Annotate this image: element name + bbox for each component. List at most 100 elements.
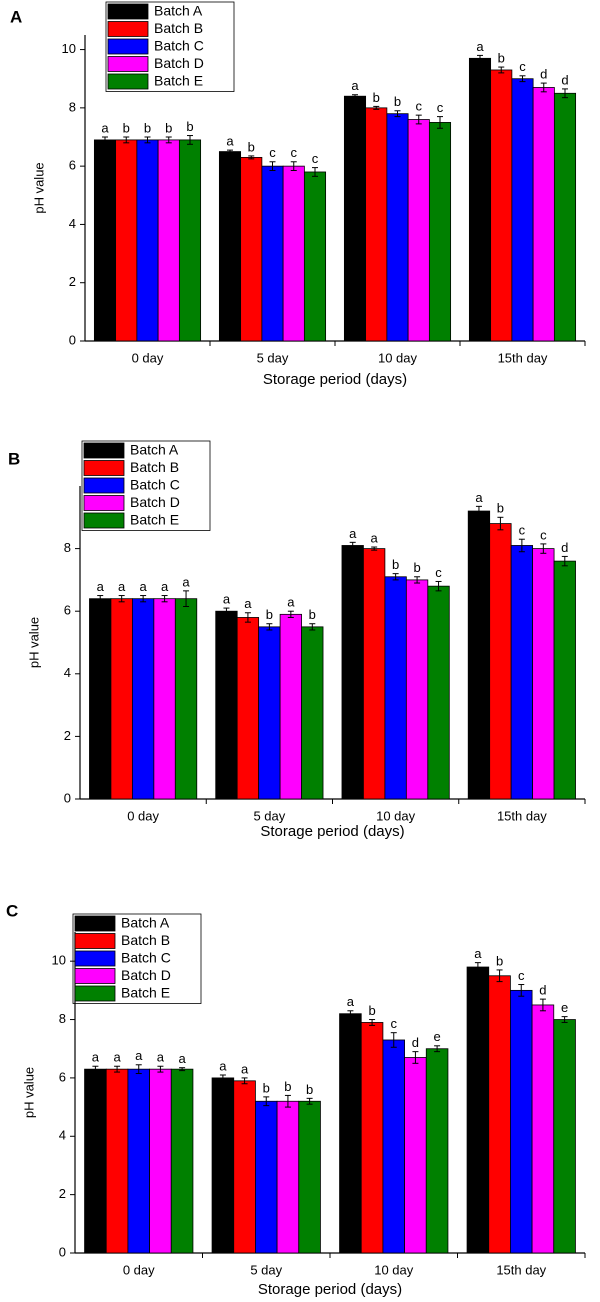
y-tick-label: 4 bbox=[64, 665, 71, 680]
y-tick-label: 8 bbox=[59, 1011, 66, 1026]
error-bar bbox=[183, 590, 190, 608]
legend-label: Batch B bbox=[121, 932, 170, 948]
bar bbox=[298, 1100, 321, 1254]
significance-letter: c bbox=[291, 145, 298, 160]
error-bar bbox=[498, 66, 505, 74]
significance-letter: c bbox=[540, 527, 547, 542]
legend-swatch bbox=[74, 915, 116, 932]
significance-letter: a bbox=[161, 579, 169, 594]
significance-letter: a bbox=[92, 1050, 100, 1065]
x-tick-label: 10 day bbox=[378, 350, 418, 365]
y-tick-label: 2 bbox=[59, 1186, 66, 1201]
significance-letter: b bbox=[392, 557, 399, 572]
significance-letter: b bbox=[496, 953, 503, 968]
error-bar bbox=[390, 1032, 397, 1048]
panel-label: A bbox=[10, 7, 22, 26]
bar bbox=[84, 1068, 107, 1254]
y-axis-label: pH value bbox=[21, 1067, 36, 1118]
x-tick-label: 0 day bbox=[127, 808, 159, 823]
error-bar bbox=[241, 1077, 248, 1085]
x-tick-label: 10 day bbox=[376, 808, 416, 823]
panel-label: C bbox=[6, 901, 18, 920]
significance-letter: b bbox=[248, 139, 255, 154]
bar bbox=[89, 598, 112, 800]
y-tick-label: 2 bbox=[64, 728, 71, 743]
error-bar bbox=[312, 167, 318, 177]
y-axis-label: pH value bbox=[26, 617, 41, 668]
error-bar bbox=[474, 962, 481, 972]
bar bbox=[363, 548, 386, 800]
error-bar bbox=[157, 1065, 164, 1073]
error-bar bbox=[349, 541, 356, 550]
error-bar bbox=[373, 105, 380, 110]
legend-label: Batch C bbox=[121, 950, 171, 966]
significance-letter: a bbox=[474, 946, 482, 961]
significance-letter: a bbox=[157, 1050, 165, 1065]
legend-swatch bbox=[107, 73, 149, 90]
significance-letter: c bbox=[437, 100, 444, 115]
significance-letter: a bbox=[287, 595, 295, 610]
bar bbox=[211, 1077, 235, 1254]
significance-letter: a bbox=[241, 1061, 249, 1076]
bar bbox=[341, 545, 364, 800]
error-bar bbox=[248, 155, 255, 160]
x-tick-label: 5 day bbox=[253, 808, 285, 823]
x-tick-label: 0 day bbox=[132, 350, 164, 365]
bar bbox=[468, 57, 492, 342]
error-bar bbox=[562, 88, 568, 99]
legend-swatch bbox=[107, 38, 149, 55]
bar bbox=[360, 1022, 384, 1254]
bar bbox=[279, 613, 302, 800]
y-tick-label: 10 bbox=[52, 953, 66, 968]
bar bbox=[258, 626, 281, 800]
error-bar bbox=[187, 135, 193, 145]
y-axis-label: pH value bbox=[31, 162, 46, 213]
error-bar bbox=[165, 136, 172, 144]
error-bar bbox=[92, 1065, 99, 1073]
significance-letter: c bbox=[416, 99, 423, 114]
significance-letter: a bbox=[101, 120, 109, 135]
error-bar bbox=[540, 82, 547, 93]
y-tick-label: 4 bbox=[59, 1128, 66, 1143]
bar bbox=[301, 626, 324, 800]
error-bar bbox=[266, 623, 273, 631]
significance-letter: a bbox=[223, 592, 231, 607]
x-tick-label: 15th day bbox=[496, 1262, 546, 1277]
significance-letter: a bbox=[97, 579, 105, 594]
legend-swatch bbox=[107, 21, 149, 37]
bar bbox=[261, 165, 284, 342]
legend-label: Batch C bbox=[154, 38, 204, 54]
bar bbox=[276, 1100, 300, 1254]
x-tick-label: 10 day bbox=[374, 1262, 414, 1277]
bar bbox=[178, 139, 202, 342]
bar bbox=[115, 139, 138, 342]
error-bar bbox=[435, 580, 442, 592]
y-tick-label: 2 bbox=[69, 274, 76, 289]
legend-label: Batch C bbox=[130, 477, 180, 493]
error-bar bbox=[497, 516, 504, 531]
legend-label: Batch A bbox=[121, 915, 170, 931]
legend-label: Batch B bbox=[130, 459, 179, 475]
x-axis-label: Storage period (days) bbox=[260, 823, 404, 840]
bar bbox=[532, 87, 555, 342]
error-bar bbox=[518, 538, 525, 553]
significance-letter: b bbox=[309, 607, 316, 622]
legend-swatch bbox=[74, 985, 116, 1002]
x-axis-label: Storage period (days) bbox=[258, 1281, 402, 1298]
legend-label: Batch A bbox=[154, 3, 203, 19]
error-bar bbox=[415, 114, 422, 125]
bar bbox=[255, 1100, 278, 1254]
significance-letter: a bbox=[178, 1051, 186, 1066]
legend-swatch bbox=[83, 512, 125, 529]
significance-letter: e bbox=[561, 1000, 568, 1015]
error-bar bbox=[518, 984, 525, 997]
error-bar bbox=[123, 136, 130, 144]
legend-swatch bbox=[74, 968, 116, 984]
bar bbox=[404, 1057, 427, 1254]
bar bbox=[170, 1068, 194, 1254]
chart-panel: A 0 2 4 6 8 10 pH value Storage period (days) 0 d… bbox=[10, 1, 586, 388]
significance-letter: d bbox=[561, 72, 568, 87]
bar bbox=[553, 560, 576, 800]
legend-frame bbox=[81, 440, 211, 531]
